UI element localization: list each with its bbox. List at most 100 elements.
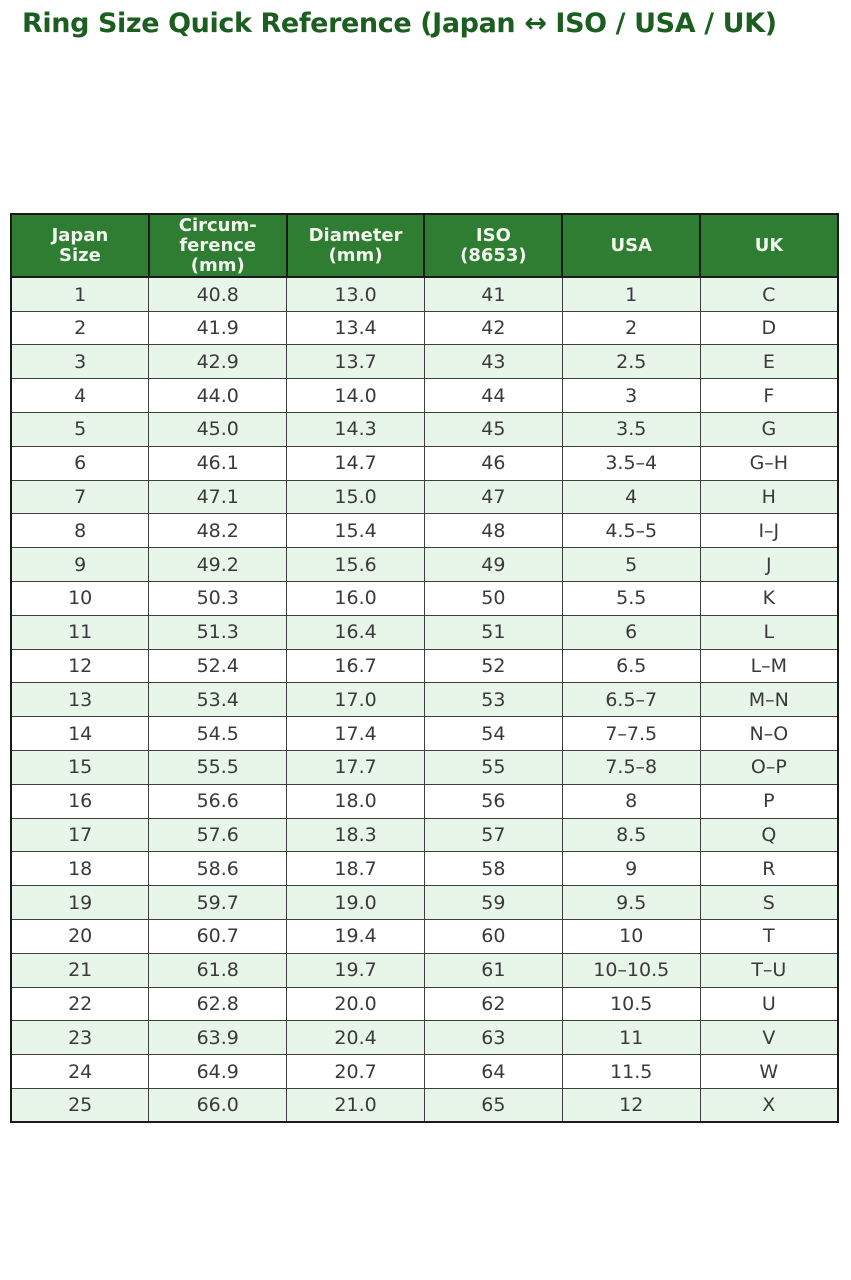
table-row: 25 66.0 21.0 65 12 X <box>10 1088 839 1123</box>
table-cell: 11 <box>10 614 150 650</box>
table-cell: 13.4 <box>286 310 425 346</box>
table-cell: 54.5 <box>148 716 288 752</box>
table-cell: 58.6 <box>148 851 288 887</box>
table-cell: 64 <box>423 1054 563 1090</box>
table-cell: 22 <box>10 986 150 1022</box>
table-cell: 60 <box>423 919 563 954</box>
table-cell: 55.5 <box>148 750 288 785</box>
table-row: 2 41.9 13.4 42 2 D <box>10 310 839 346</box>
table-cell: 2.5 <box>561 344 701 380</box>
table-cell: G <box>699 412 839 447</box>
table-cell: 10.5 <box>561 986 701 1022</box>
table-cell: 66.0 <box>148 1088 288 1123</box>
table-cell: 62 <box>423 986 563 1022</box>
table-row: 23 63.9 20.4 63 11 V <box>10 1020 839 1056</box>
table-row: 15 55.5 17.7 55 7.5–8 O–P <box>10 750 839 785</box>
table-cell: 51.3 <box>148 614 288 650</box>
table-cell: 5 <box>10 412 150 447</box>
table-cell: 15 <box>10 750 150 785</box>
table-row: 19 59.7 19.0 59 9.5 S <box>10 885 839 921</box>
table-cell: 8 <box>561 783 701 819</box>
table-cell: 47 <box>423 479 563 515</box>
table-cell: 42 <box>423 310 563 346</box>
table-cell: 52 <box>423 648 563 684</box>
table-cell: 11 <box>561 1020 701 1056</box>
table-cell: 15.4 <box>286 513 425 549</box>
table-cell: 17.7 <box>286 750 425 785</box>
table-row: 11 51.3 16.4 51 6 L <box>10 614 839 650</box>
table-cell: 56 <box>423 783 563 819</box>
table-cell: 61 <box>423 952 563 988</box>
table-cell: 3 <box>10 344 150 380</box>
table-cell: 11.5 <box>561 1054 701 1090</box>
table-cell: 17 <box>10 817 150 853</box>
table-cell: 41 <box>423 276 563 312</box>
table-cell: 18.3 <box>286 817 425 853</box>
table-cell: 63 <box>423 1020 563 1056</box>
table-cell: 58 <box>423 851 563 887</box>
table-cell: 2 <box>561 310 701 346</box>
table-cell: 18.0 <box>286 783 425 819</box>
table-cell: 63.9 <box>148 1020 288 1056</box>
table-cell: 4 <box>10 378 150 414</box>
table-cell: 20.0 <box>286 986 425 1022</box>
table-cell: 21 <box>10 952 150 988</box>
table-cell: 4 <box>561 479 701 515</box>
table-cell: Q <box>699 817 839 853</box>
table-cell: 56.6 <box>148 783 288 819</box>
table-cell: 7 <box>10 479 150 515</box>
table-cell: 6 <box>10 445 150 481</box>
table-cell: 1 <box>10 276 150 312</box>
table-row: 4 44.0 14.0 44 3 F <box>10 378 839 414</box>
table-cell: 45 <box>423 412 563 447</box>
table-cell: N–O <box>699 716 839 752</box>
table-cell: 49.2 <box>148 547 288 583</box>
table-row: 14 54.5 17.4 54 7–7.5 N–O <box>10 716 839 752</box>
table-cell: 18 <box>10 851 150 887</box>
table-cell: 23 <box>10 1020 150 1056</box>
page-title: Ring Size Quick Reference (Japan ↔ ISO /… <box>22 8 777 39</box>
table-cell: 1 <box>561 276 701 312</box>
table-cell: 61.8 <box>148 952 288 988</box>
ring-size-table: Japan Size Circum- ference (mm) Diameter… <box>10 212 839 1124</box>
column-header-circumference: Circum- ference (mm) <box>147 212 288 279</box>
table-cell: 13 <box>10 682 150 718</box>
table-row: 24 64.9 20.7 64 11.5 W <box>10 1054 839 1090</box>
table-row: 10 50.3 16.0 50 5.5 K <box>10 581 839 616</box>
table-cell: L <box>699 614 839 650</box>
table-cell: 12 <box>10 648 150 684</box>
table-cell: 47.1 <box>148 479 288 515</box>
table-cell: 20.7 <box>286 1054 425 1090</box>
table-cell: F <box>699 378 839 414</box>
table-cell: 8.5 <box>561 817 701 853</box>
table-cell: 13.7 <box>286 344 425 380</box>
table-cell: 44 <box>423 378 563 414</box>
table-row: 7 47.1 15.0 47 4 H <box>10 479 839 515</box>
table-row: 21 61.8 19.7 61 10–10.5 T–U <box>10 952 839 988</box>
table-cell: 49 <box>423 547 563 583</box>
table-cell: 9.5 <box>561 885 701 921</box>
table-cell: 16 <box>10 783 150 819</box>
table-row: 13 53.4 17.0 53 6.5–7 M–N <box>10 682 839 718</box>
table-row: 22 62.8 20.0 62 10.5 U <box>10 986 839 1022</box>
table-cell: 55 <box>423 750 563 785</box>
table-cell: W <box>699 1054 839 1090</box>
table-cell: 60.7 <box>148 919 288 954</box>
table-header-row: Japan Size Circum- ference (mm) Diameter… <box>10 212 839 279</box>
table-cell: 14.7 <box>286 445 425 481</box>
table-cell: 9 <box>561 851 701 887</box>
table-cell: T–U <box>699 952 839 988</box>
table-cell: K <box>699 581 839 616</box>
table-cell: 17.0 <box>286 682 425 718</box>
table-cell: 10 <box>10 581 150 616</box>
table-cell: 51 <box>423 614 563 650</box>
table-cell: E <box>699 344 839 380</box>
table-row: 20 60.7 19.4 60 10 T <box>10 919 839 954</box>
table-cell: 4.5–5 <box>561 513 701 549</box>
table-cell: 6 <box>561 614 701 650</box>
table-cell: T <box>699 919 839 954</box>
table-cell: S <box>699 885 839 921</box>
column-header-uk: UK <box>699 212 839 279</box>
table-cell: C <box>699 276 839 312</box>
table-cell: X <box>699 1088 839 1123</box>
